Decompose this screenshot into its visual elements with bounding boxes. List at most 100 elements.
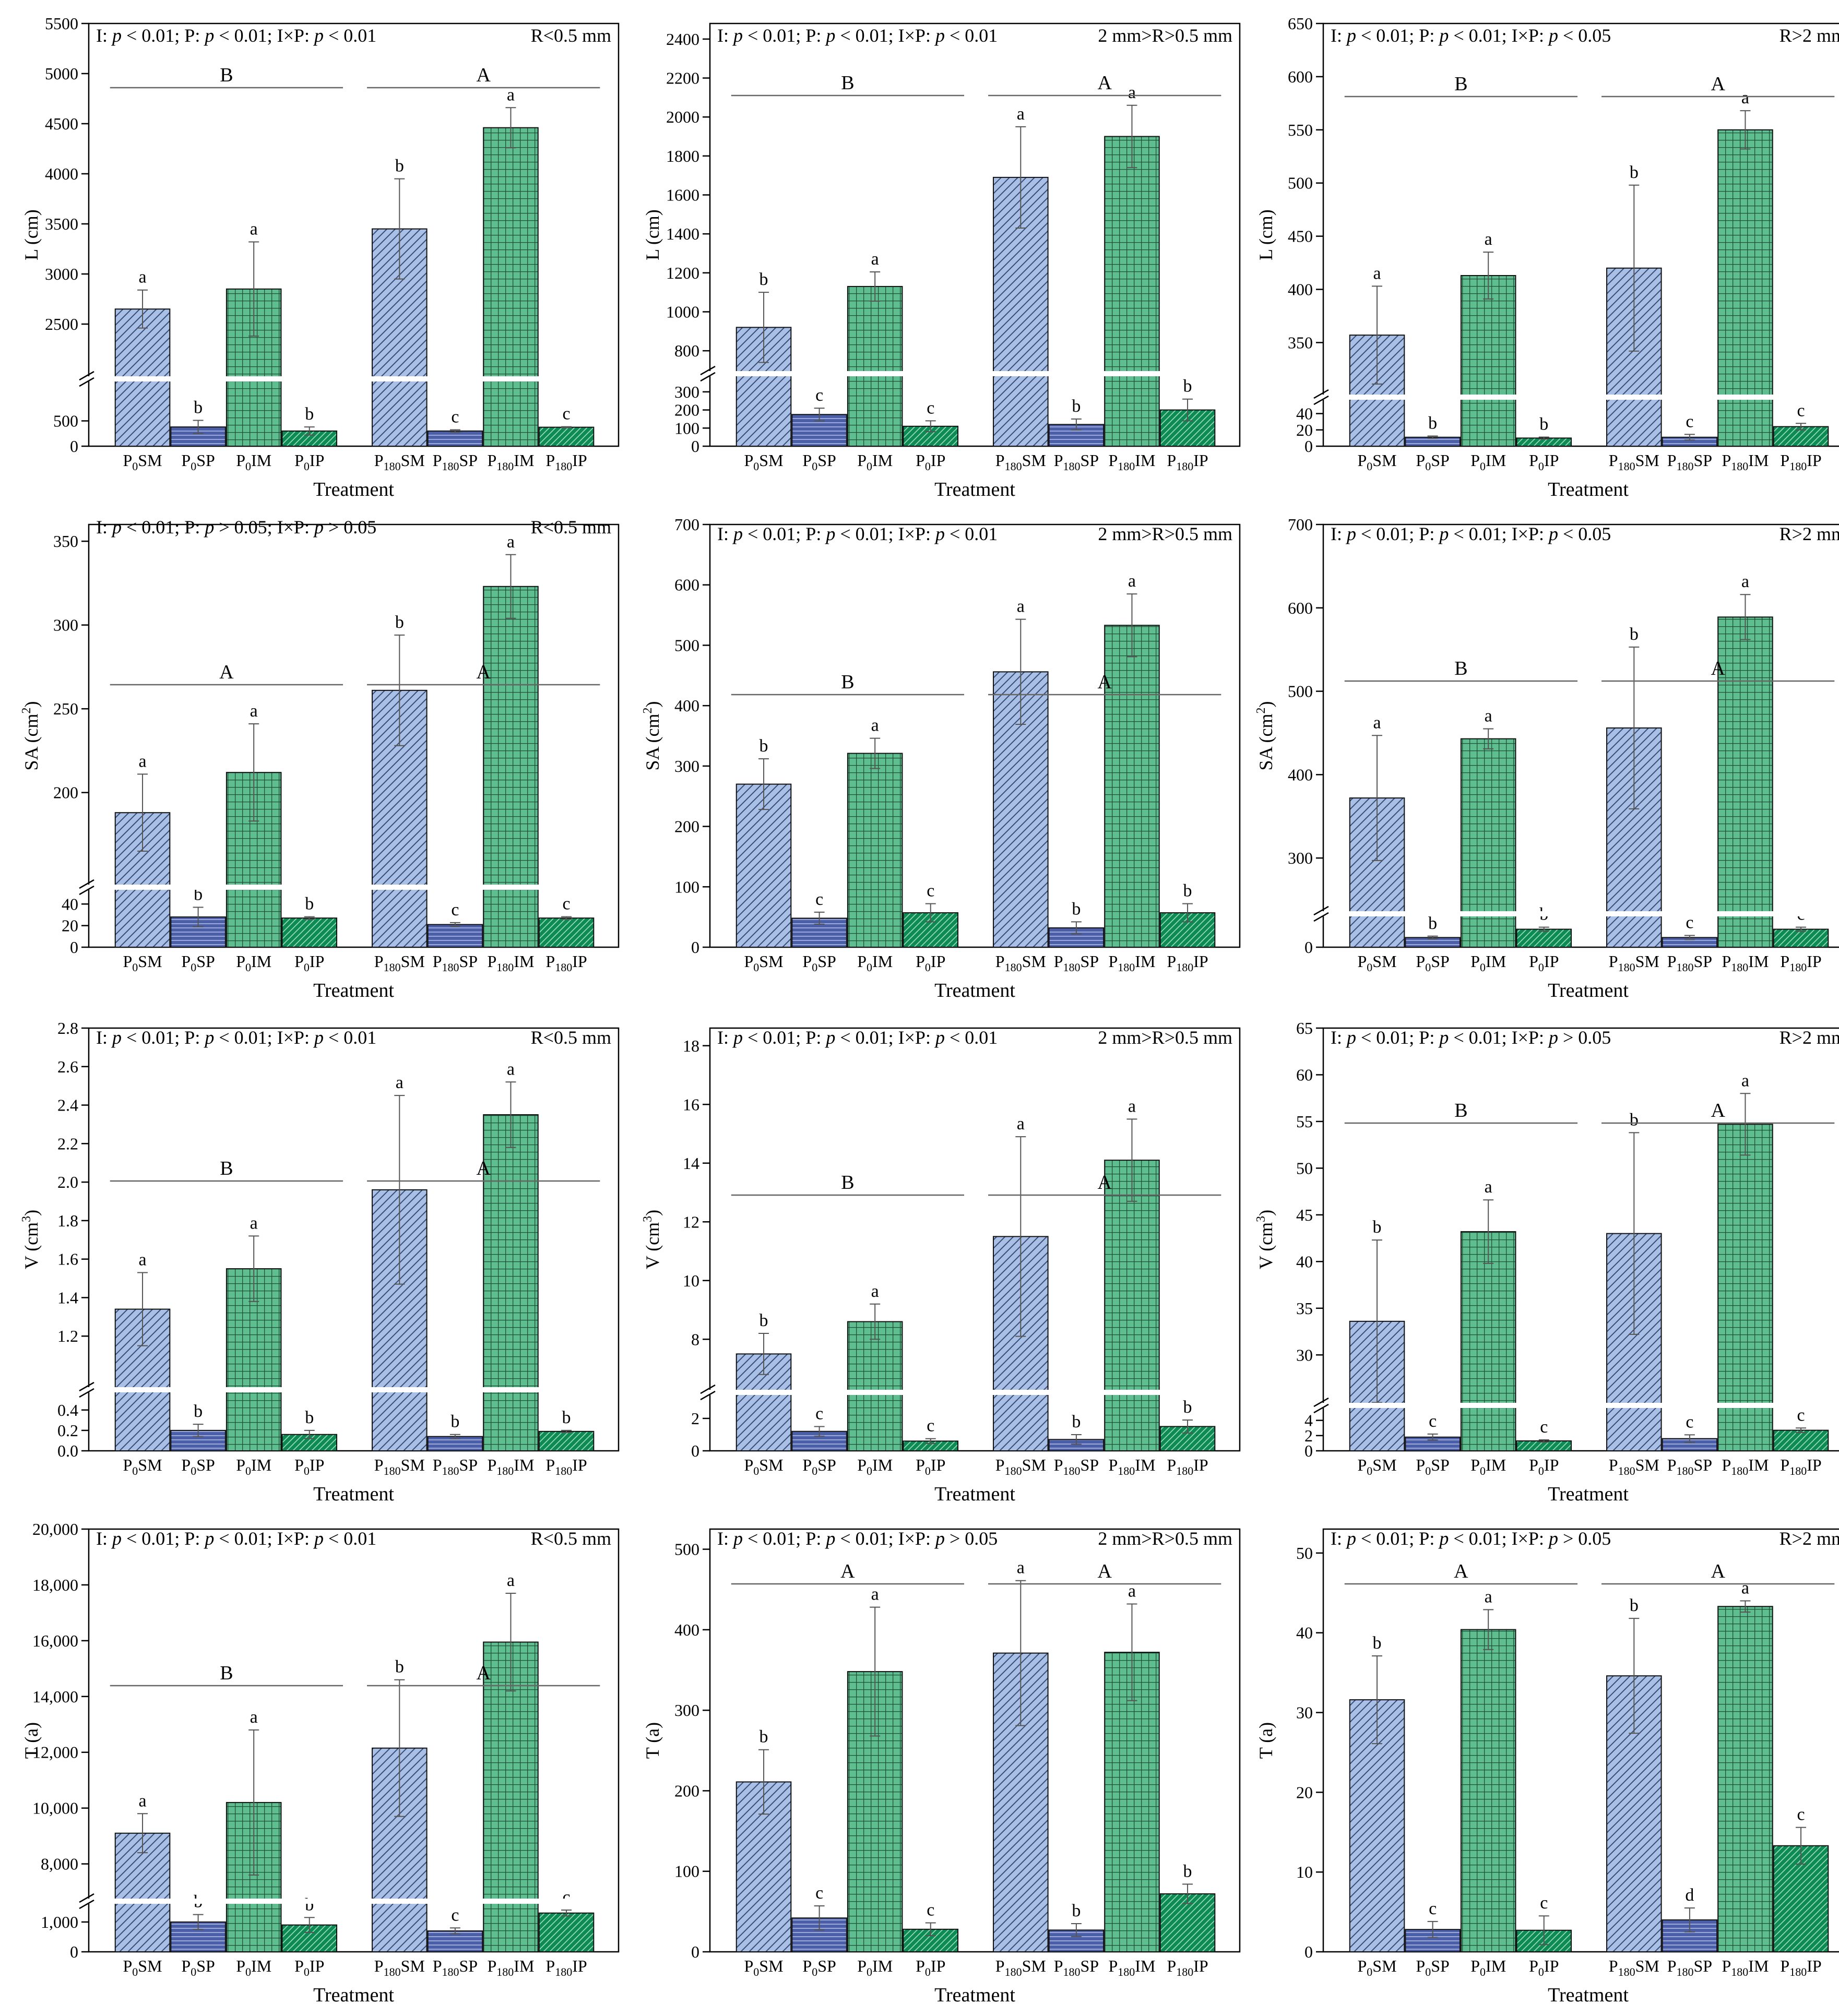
category-label: P0IM — [236, 1957, 271, 1978]
category-label: P0IM — [857, 451, 893, 473]
y-tick-label: 400 — [1288, 280, 1313, 299]
group-letter: A — [1097, 72, 1112, 94]
y-tick-label: 550 — [1288, 121, 1313, 139]
stat-annotation: I: p < 0.01; P: p < 0.01; I×P: p < 0.05 — [1331, 523, 1611, 544]
significance-letter: c — [562, 894, 570, 914]
plot-frame — [1322, 1528, 1839, 1953]
significance-letter: c — [562, 1888, 570, 1907]
y-tick-label: 65 — [1296, 1019, 1313, 1037]
bar-P0IM — [847, 1321, 903, 1451]
category-label: P180IM — [1722, 952, 1769, 974]
y-axis-label: V (cm3) — [641, 1210, 663, 1269]
y-tick-label: 2.8 — [57, 1019, 78, 1037]
y-axis-label: SA (cm2) — [1254, 701, 1276, 770]
bar-P0IP — [903, 912, 959, 948]
category-label: P0IP — [1529, 451, 1559, 473]
y-tick-label: 5000 — [45, 64, 78, 83]
category-label: P180SP — [433, 451, 478, 473]
significance-letter: a — [507, 532, 515, 552]
group-letter: B — [220, 1158, 233, 1179]
group-letter: B — [1454, 73, 1467, 95]
axis-break-mark — [79, 885, 94, 896]
significance-letter: b — [395, 157, 404, 176]
axis-break-mark — [1313, 1403, 1329, 1414]
significance-letter: b — [395, 1657, 404, 1677]
y-tick-label: 16,000 — [32, 1631, 78, 1650]
significance-letter: a — [1128, 571, 1136, 591]
y-tick-label: 1,000 — [41, 1913, 78, 1931]
significance-letter: a — [250, 701, 258, 721]
x-axis-label: Treatment — [934, 980, 1015, 1001]
y-tick-label: 8 — [691, 1330, 699, 1349]
significance-letter: b — [760, 1727, 768, 1747]
category-label: P180SM — [374, 451, 425, 473]
x-axis-label: Treatment — [934, 479, 1015, 500]
category-label: P0SM — [1358, 1456, 1397, 1477]
significance-letter: c — [815, 1883, 823, 1903]
bar-P180IP — [538, 917, 595, 948]
significance-letter: c — [451, 900, 459, 920]
y-tick-label: 1400 — [666, 224, 699, 243]
chart-panel-d1: 0 1,000 8,000 10,000 12,000 14,000 16,000 18,00… — [21, 1520, 620, 2006]
significance-letter: a — [138, 1250, 146, 1269]
category-label: P180SM — [995, 1957, 1046, 1978]
y-tick-label: 40 — [1296, 404, 1313, 423]
y-tick-label: 0 — [691, 1441, 699, 1460]
significance-letter: a — [871, 716, 879, 735]
bars: b c a c b c a c — [1349, 1071, 1829, 1452]
significance-letter: c — [1797, 1405, 1805, 1425]
bar-P180IM — [1717, 616, 1773, 948]
y-tick-label: 2.2 — [57, 1134, 78, 1153]
y-tick-label: 0.2 — [57, 1421, 78, 1440]
significance-letter: a — [1741, 1579, 1749, 1598]
y-tick-label: 2 — [691, 1409, 699, 1428]
plot-frame — [1322, 1027, 1839, 1452]
significance-letter: c — [1686, 412, 1693, 431]
y-axis: 0 2 8 10 12 14 16 18 — [683, 1036, 710, 1460]
group-letter: A — [1097, 671, 1112, 693]
significance-letter: b — [1373, 1218, 1382, 1237]
range-label: R<0.5 mm — [531, 1027, 611, 1048]
y-axis: 0 10 20 30 40 50 — [1296, 1544, 1323, 1961]
category-label: P0IP — [294, 451, 324, 473]
bar-P180IP — [538, 1912, 595, 1953]
significance-letter: b — [305, 894, 314, 914]
significance-letter: b — [1072, 397, 1081, 416]
y-tick-label: 1000 — [666, 302, 699, 321]
bar-P180IP — [1773, 1429, 1829, 1451]
group-letter: A — [1097, 1560, 1112, 1582]
category-label: P0SM — [1358, 451, 1397, 473]
category-label: P180SM — [995, 451, 1046, 473]
category-label: P180IM — [1109, 952, 1156, 974]
y-tick-label: 2.0 — [57, 1173, 78, 1191]
y-axis: 0 300 400 500 600 700 — [1288, 515, 1323, 957]
significance-letter: b — [1183, 881, 1192, 901]
significance-letter: c — [927, 881, 934, 901]
category-label: P180SP — [1054, 952, 1099, 974]
y-tick-label: 1200 — [666, 264, 699, 282]
category-label: P180IM — [1109, 1456, 1156, 1477]
significance-letter: a — [138, 268, 146, 287]
range-label: R>2 mm — [1779, 25, 1839, 46]
y-tick-label: 450 — [1288, 227, 1313, 246]
bar-P0SM — [735, 783, 792, 948]
axis-break-mark — [700, 1390, 716, 1401]
significance-letter: a — [1017, 1114, 1025, 1134]
category-label: P0IM — [1470, 1456, 1506, 1477]
axis-break-gap — [712, 1390, 1238, 1395]
category-label: P180IM — [1109, 451, 1156, 473]
significance-letter: c — [1797, 1805, 1805, 1824]
category-label: P0SM — [744, 451, 784, 473]
y-tick-label: 20 — [1296, 421, 1313, 439]
category-label: P180SP — [1054, 1456, 1099, 1477]
plot-frame — [709, 523, 1241, 948]
chart-panel-c2: 0 2 8 10 12 14 16 18 V (cm3) b c a c a b a b P0SM P0SP P0IM… — [641, 1027, 1241, 1505]
category-label: P0SP — [1416, 1957, 1449, 1978]
y-tick-label: 200 — [674, 1781, 699, 1800]
category-label: P0IP — [1529, 1456, 1559, 1477]
y-tick-label: 50 — [1296, 1159, 1313, 1177]
y-tick-label: 500 — [1288, 682, 1313, 701]
group-letter: A — [476, 64, 491, 86]
bar-P0IM — [1460, 275, 1516, 447]
